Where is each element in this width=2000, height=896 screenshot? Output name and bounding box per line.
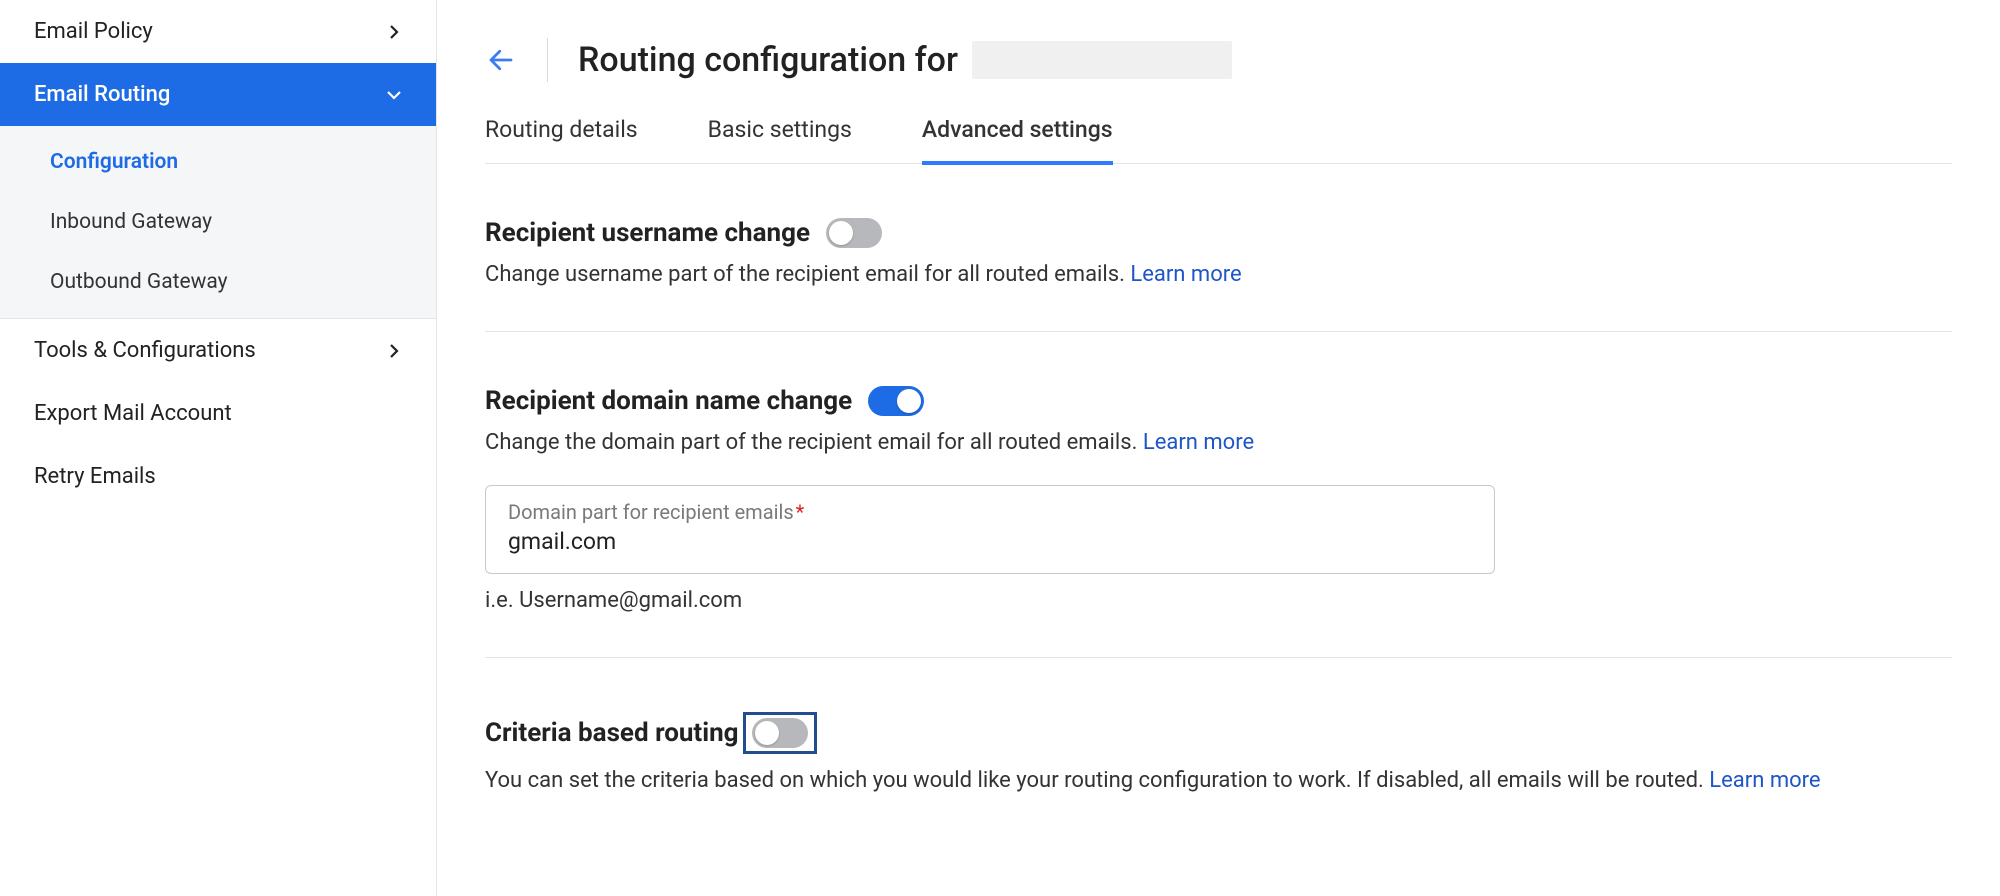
arrow-left-icon: [486, 45, 516, 75]
sidebar-item-label: Email Routing: [34, 82, 170, 107]
sidebar-item-retry-emails[interactable]: Retry Emails: [0, 445, 436, 508]
section-title: Recipient username change: [485, 218, 810, 248]
sidebar: Email Policy Email Routing Configuration…: [0, 0, 437, 896]
tab-routing-details[interactable]: Routing details: [485, 116, 638, 165]
chevron-down-icon: [386, 87, 402, 103]
section-heading: Criteria based routing: [485, 712, 1952, 754]
toggle-domain-change[interactable]: [868, 386, 924, 416]
vertical-separator: [547, 38, 548, 82]
toggle-criteria-routing[interactable]: [752, 718, 808, 748]
required-asterisk: *: [796, 500, 805, 524]
chevron-right-icon: [386, 24, 402, 40]
domain-input-field[interactable]: Domain part for recipient emails*: [485, 485, 1495, 574]
page-title: Routing configuration for: [578, 40, 1232, 80]
back-button[interactable]: [485, 44, 517, 76]
sidebar-item-label: Email Policy: [34, 19, 153, 44]
section-heading: Recipient domain name change: [485, 386, 1952, 416]
learn-more-link[interactable]: Learn more: [1130, 262, 1241, 287]
redacted-domain: [972, 41, 1232, 79]
sidebar-item-email-policy[interactable]: Email Policy: [0, 0, 436, 63]
chevron-right-icon: [386, 343, 402, 359]
section-title: Criteria based routing: [485, 718, 739, 748]
sidebar-item-email-routing[interactable]: Email Routing: [0, 63, 436, 126]
sidebar-sub-configuration[interactable]: Configuration: [0, 132, 436, 192]
learn-more-link[interactable]: Learn more: [1709, 768, 1820, 793]
main-content: Routing configuration for Routing detail…: [437, 0, 2000, 896]
section-description: Change the domain part of the recipient …: [485, 430, 1952, 455]
domain-input[interactable]: [508, 528, 1472, 555]
learn-more-link[interactable]: Learn more: [1143, 430, 1254, 455]
sidebar-sub-inbound-gateway[interactable]: Inbound Gateway: [0, 192, 436, 252]
tabs: Routing details Basic settings Advanced …: [485, 116, 1952, 164]
sidebar-item-tools-configurations[interactable]: Tools & Configurations: [0, 319, 436, 382]
sidebar-item-label: Tools & Configurations: [34, 338, 256, 363]
field-hint: i.e. Username@gmail.com: [485, 588, 1952, 613]
tab-basic-settings[interactable]: Basic settings: [708, 116, 852, 165]
description-text: Change username part of the recipient em…: [485, 262, 1130, 287]
sidebar-item-export-mail-account[interactable]: Export Mail Account: [0, 382, 436, 445]
toggle-knob: [897, 389, 921, 413]
sidebar-item-label: Retry Emails: [34, 464, 156, 489]
toggle-username-change[interactable]: [826, 218, 882, 248]
sidebar-sub-outbound-gateway[interactable]: Outbound Gateway: [0, 252, 436, 312]
sidebar-item-label: Export Mail Account: [34, 401, 232, 426]
section-recipient-domain-change: Recipient domain name change Change the …: [485, 332, 1952, 658]
sidebar-subnav-email-routing: Configuration Inbound Gateway Outbound G…: [0, 126, 436, 319]
section-criteria-based-routing: Criteria based routing You can set the c…: [485, 658, 1952, 837]
toggle-knob: [755, 721, 779, 745]
sidebar-item-label: Configuration: [50, 150, 178, 174]
section-description: Change username part of the recipient em…: [485, 262, 1952, 287]
sidebar-item-label: Outbound Gateway: [50, 270, 228, 294]
page-header: Routing configuration for: [485, 38, 1952, 82]
page-title-text: Routing configuration for: [578, 40, 958, 80]
section-title: Recipient domain name change: [485, 386, 852, 416]
highlighted-toggle-box: [743, 712, 817, 754]
description-text: You can set the criteria based on which …: [485, 768, 1709, 793]
tab-advanced-settings[interactable]: Advanced settings: [922, 116, 1113, 165]
toggle-knob: [829, 221, 853, 245]
section-heading: Recipient username change: [485, 218, 1952, 248]
sidebar-item-label: Inbound Gateway: [50, 210, 212, 234]
field-label-text: Domain part for recipient emails: [508, 500, 794, 524]
section-description: You can set the criteria based on which …: [485, 768, 1952, 793]
section-recipient-username-change: Recipient username change Change usernam…: [485, 164, 1952, 332]
description-text: Change the domain part of the recipient …: [485, 430, 1143, 455]
field-label: Domain part for recipient emails*: [508, 500, 1472, 524]
